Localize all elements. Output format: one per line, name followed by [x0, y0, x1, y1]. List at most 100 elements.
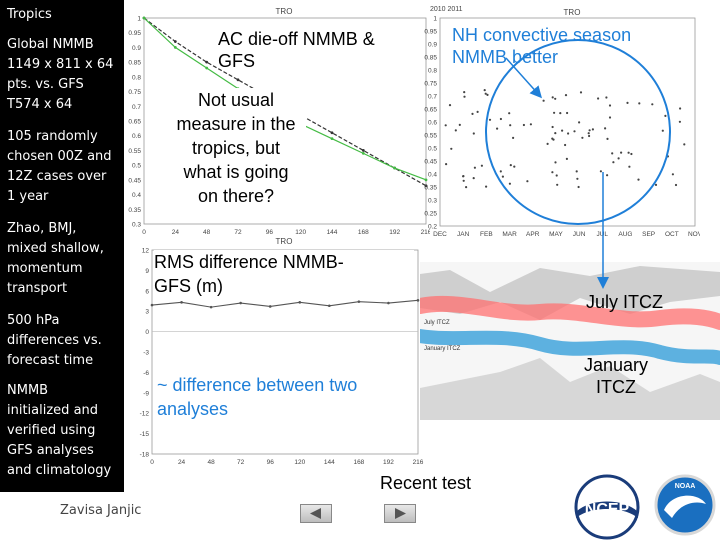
noaa-logo-text: NOAA	[675, 483, 696, 490]
chart1-y-tick: 0.35	[128, 207, 141, 214]
nh-convective-callout: NH convective season NMMB better	[452, 25, 632, 67]
chart1-point	[361, 151, 365, 155]
previous-slide-button[interactable]	[300, 504, 332, 523]
chart1-y-tick: 0.65	[128, 119, 141, 126]
chart2-scatter-point	[579, 91, 583, 94]
july-itcz-band	[420, 295, 720, 330]
chart3-y-tick: 0	[145, 329, 149, 336]
chart3-x-tick: 120	[294, 459, 305, 466]
chart2-scatter-point	[651, 103, 654, 106]
chart2-scatter-point	[654, 183, 658, 186]
map-label-july: July ITCZ	[424, 320, 450, 326]
sidebar-verification-info: NMMB initialized and verified using GFS …	[7, 383, 112, 478]
chart1-point	[330, 131, 334, 135]
chart1-x-tick: 192	[389, 229, 400, 236]
chart2-scatter-point	[683, 143, 686, 146]
chart2-scatter-point	[606, 174, 609, 177]
itcz-map: July ITCZ January ITCZ	[420, 262, 720, 420]
chart2-y-tick: 0.4	[428, 172, 437, 179]
chart3-x-tick: 48	[207, 459, 215, 466]
chart1-x-tick: 72	[234, 229, 242, 236]
chart2-y-tick: 0.85	[424, 55, 437, 62]
sidebar-cases-info: 105 randomly chosen 00Z and 12Z cases ov…	[7, 129, 112, 204]
chart2-scatter-point	[617, 157, 620, 160]
chart2-y-tick: 0.5	[428, 146, 437, 153]
chart1-y-tick: 0.8	[132, 74, 141, 81]
sidebar-differences-info: 500 hPa differences vs. forecast time	[7, 313, 102, 368]
chart2-scatter-point	[553, 111, 556, 114]
next-slide-button[interactable]	[384, 504, 416, 523]
chart2-scatter-point	[661, 129, 664, 132]
chart3-x-tick: 144	[324, 459, 335, 466]
chart2-scatter-point	[578, 121, 581, 124]
chart2-scatter-point	[612, 161, 615, 164]
chart3-point	[357, 300, 361, 303]
sidebar-title: Tropics	[7, 7, 52, 22]
chart3-y-tick: -9	[143, 390, 149, 397]
chart2-scatter-point	[588, 134, 591, 138]
chart1-y-tick: 0.6	[132, 133, 141, 140]
chart3-point	[268, 305, 272, 308]
chart1-point	[393, 166, 397, 170]
chart2-scatter-point	[587, 132, 590, 135]
chart2-y-tick: 0.2	[428, 224, 437, 231]
chart2-scatter-point	[551, 171, 554, 174]
chart3-y-tick: 12	[142, 248, 150, 255]
chart2-scatter-point	[679, 107, 682, 110]
chart2-scatter-point	[496, 127, 499, 130]
chart2-scatter-point	[529, 123, 532, 126]
chart2-y-tick: 0.35	[424, 185, 437, 192]
chart3-series-line	[151, 299, 419, 308]
chart2-y-tick: 0.25	[424, 211, 437, 218]
chart1-point	[236, 78, 240, 82]
sidebar-model-info: Global NMMB 1149 x 811 x 64 pts. vs. GFS…	[7, 37, 114, 112]
chart2-scatter-point	[638, 102, 641, 105]
chart1-point	[424, 184, 428, 188]
chart2-x-tick: DEC	[433, 231, 447, 238]
chart1-point	[173, 40, 177, 43]
chart3-point	[239, 301, 242, 305]
chart2-y-tick: 0.95	[424, 29, 437, 36]
chart2-scatter-point	[486, 93, 489, 96]
chart1-y-tick: 0.5	[132, 163, 141, 170]
chart2-y-tick: 1	[433, 16, 437, 23]
chart1-point	[361, 149, 365, 152]
chart2-x-tick: JUN	[573, 231, 586, 238]
not-usual-callout: Not usual measure in the tropics, but wh…	[166, 88, 306, 210]
chart2-scatter-point	[465, 186, 468, 189]
chart1-x-tick: 96	[266, 229, 274, 236]
chart2-scatter-point	[567, 132, 570, 135]
chart2-scatter-point	[472, 132, 475, 135]
chart1-x-tick: 144	[327, 229, 338, 236]
chart3-y-tick: 3	[145, 309, 149, 316]
chart3-point	[416, 299, 420, 302]
chart2-scatter-point	[556, 183, 559, 186]
chart2-scatter-point	[509, 164, 512, 167]
chart1-point	[173, 46, 177, 49]
chart2-scatter-point	[463, 91, 466, 94]
chart3-y-tick: -18	[140, 452, 150, 459]
chart2-scatter-point	[450, 147, 453, 150]
chart2-scatter-point	[462, 179, 465, 182]
chart1-y-tick: 0.45	[128, 177, 141, 184]
chart2-scatter-point	[485, 185, 488, 188]
chart2-scatter-point	[526, 180, 529, 183]
chart2-scatter-point	[608, 104, 612, 107]
chart2-scatter-point	[513, 165, 516, 168]
chart2-scatter-point	[627, 151, 630, 154]
chart2-scatter-point	[509, 124, 512, 127]
chart3-y-tick: -3	[143, 350, 149, 357]
chart1-y-tick: 0.85	[128, 60, 141, 67]
chart2-scatter-point	[542, 99, 545, 102]
chart1-y-tick: 0.9	[132, 45, 141, 52]
chart2-x-tick: JAN	[457, 231, 470, 238]
chart2-scatter-point	[597, 97, 600, 100]
chart3-point	[298, 301, 302, 304]
chart2-scatter-point	[471, 112, 474, 115]
chart1-x-tick: 216	[421, 229, 430, 236]
chart2-scatter-point	[488, 118, 492, 121]
chart2-scatter-point	[476, 110, 479, 113]
chart2-y-tick: 0.6	[428, 120, 437, 127]
chart2-scatter-point	[628, 165, 631, 168]
